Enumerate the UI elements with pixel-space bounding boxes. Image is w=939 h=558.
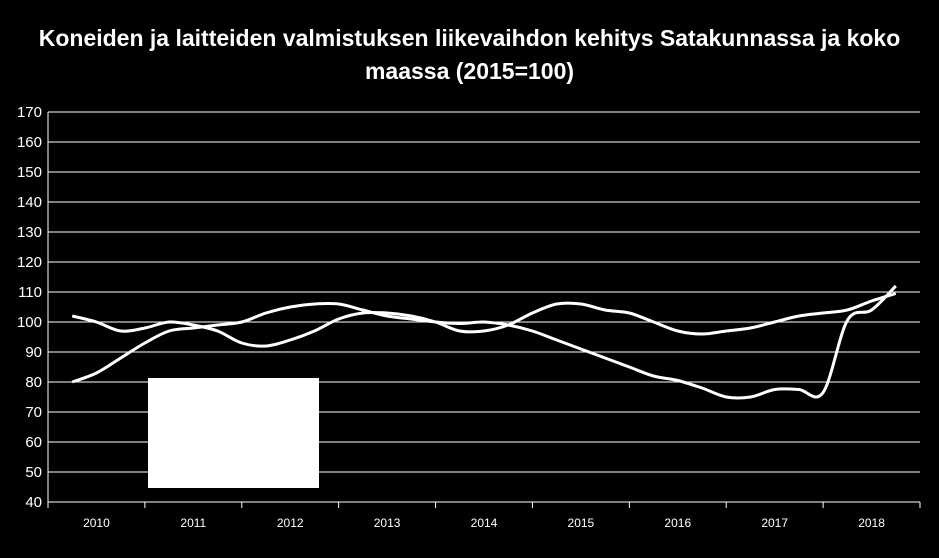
y-tick-label: 90 — [25, 344, 42, 361]
x-tick-label: 2017 — [761, 516, 788, 530]
x-tick-label: 2011 — [180, 516, 206, 530]
x-tick-label: 2013 — [374, 516, 401, 530]
series-line-2 — [71, 284, 897, 400]
x-tick-label: 2015 — [568, 516, 595, 530]
y-tick-label: 130 — [17, 224, 42, 241]
x-tick-label: 2012 — [277, 516, 304, 530]
y-tick-label: 160 — [17, 134, 42, 151]
y-tick-label: 110 — [18, 284, 42, 301]
axes — [47, 112, 921, 508]
series-lines — [71, 284, 897, 400]
chart-title: Koneiden ja laitteiden valmistuksen liik… — [38, 25, 901, 84]
y-tick-label: 40 — [25, 494, 42, 511]
series-line-1 — [71, 292, 897, 348]
y-tick-label: 120 — [17, 254, 42, 271]
y-tick-label: 150 — [17, 164, 42, 181]
x-tick-label: 2010 — [83, 516, 110, 530]
x-tick-label: 2018 — [858, 516, 885, 530]
y-tick-label: 170 — [17, 104, 42, 121]
y-tick-label: 100 — [17, 314, 42, 331]
y-tick-label: 140 — [17, 194, 42, 211]
y-tick-label: 50 — [25, 464, 42, 481]
y-tick-label: 60 — [25, 434, 42, 451]
x-tick-label: 2016 — [664, 516, 691, 530]
legend-box — [148, 378, 319, 488]
y-tick-labels: 170 160 150 140 130 120 110 100 90 80 70 60 50 40 — [17, 104, 42, 511]
x-tick-labels: 2010 2011 2012 2013 2014 2015 2016 2017 2018 — [83, 516, 885, 530]
y-tick-label: 70 — [25, 404, 42, 421]
x-tick-label: 2014 — [471, 516, 498, 530]
y-tick-label: 80 — [25, 374, 42, 391]
